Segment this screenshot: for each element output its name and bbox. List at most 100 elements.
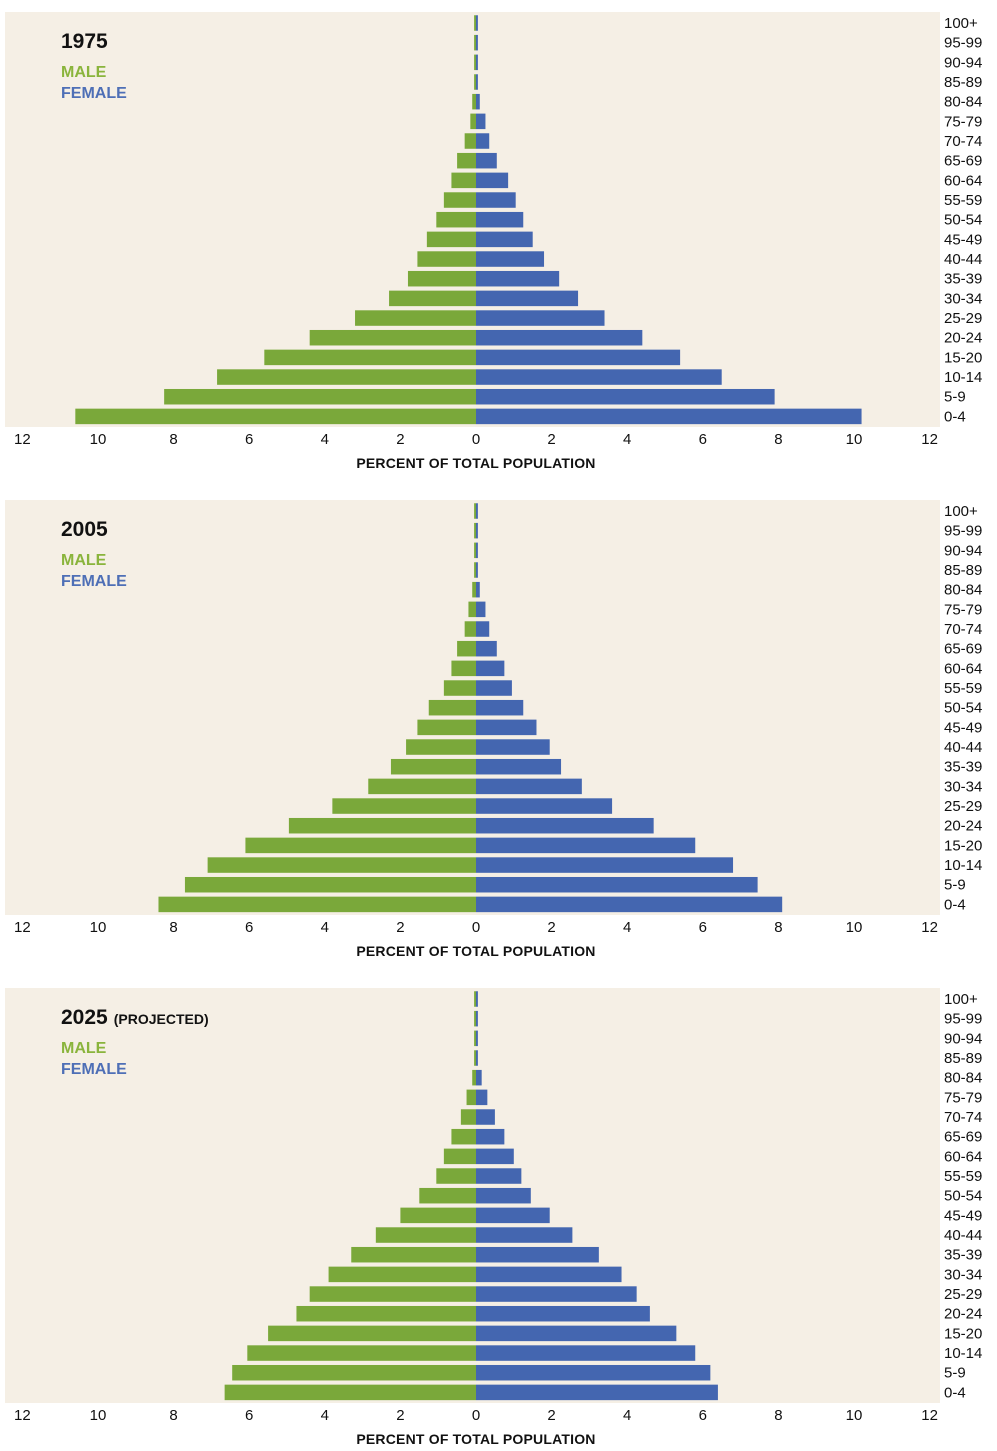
bar-female [476,1010,478,1027]
x-tick-label: 4 [623,1407,631,1424]
bar-male [474,1050,476,1066]
bar-female [476,1089,488,1106]
x-tick-label: 10 [846,919,863,936]
bar-male [351,1246,476,1263]
bar-female [476,270,560,287]
bar-male [464,133,476,149]
bar-female [476,503,478,519]
age-group-label: 5-9 [944,877,966,894]
bar-male [457,640,476,657]
bar-female [476,837,696,854]
x-tick-label: 12 [14,431,31,448]
bar-male [247,1345,476,1361]
bar-male [309,329,476,346]
bar-male [368,778,476,795]
bar-female [476,1325,677,1342]
age-group-label: 55-59 [944,680,982,697]
age-group-label: 15-20 [944,1325,982,1342]
bar-female [476,621,490,637]
age-group-label: 60-64 [944,172,982,189]
age-group-label: 45-49 [944,231,982,248]
bar-male [355,310,476,326]
chart-title-year: 2025 [61,1006,108,1029]
x-tick-label: 4 [321,1407,329,1424]
bar-female [476,172,509,189]
age-group-label: 0-4 [944,408,966,425]
age-group-label: 15-20 [944,349,982,366]
x-tick-label: 8 [774,919,782,936]
bar-male [264,349,476,366]
bar-female [476,739,550,755]
bar-female [476,369,722,385]
bar-male [457,152,476,169]
x-tick-label: 8 [774,1407,782,1424]
x-tick-label: 2 [396,919,404,936]
bar-female [476,1305,650,1322]
age-group-label: 5-9 [944,1365,966,1382]
bar-female [476,93,480,110]
bar-female [476,758,562,775]
bar-female [476,1069,482,1086]
x-tick-label: 8 [774,431,782,448]
age-group-label: 80-84 [944,582,982,599]
age-group-label: 20-24 [944,1306,982,1323]
bar-male [474,1010,476,1027]
bar-male [468,601,476,618]
bar-female [476,251,545,267]
chart-title: 2005 [61,518,114,542]
bar-male [389,290,476,307]
age-group-label: 20-24 [944,330,982,347]
pyramid-chart-1975: 100+ 95-99 90-94 85-89 80-84 75-79 70-74 65-69 6… [5,12,982,448]
x-tick-label: 12 [921,919,938,936]
age-group-label: 65-69 [944,641,982,658]
x-tick-label: 2 [547,431,555,448]
age-group-label: 70-74 [944,1109,982,1126]
bar-female [476,522,478,539]
bar-male [472,93,476,110]
age-group-label: 35-39 [944,759,982,776]
age-group-label: 0-4 [944,1384,966,1401]
age-group-label: 5-9 [944,389,966,406]
age-group-label: 85-89 [944,1050,982,1067]
bar-male [436,211,476,228]
x-tick-label: 10 [846,431,863,448]
age-group-label: 35-39 [944,271,982,288]
x-tick-label: 8 [169,431,177,448]
chart-title-year: 1975 [61,30,108,53]
bar-male [470,113,476,130]
age-group-label: 45-49 [944,719,982,736]
legend-female: FEMALE [61,573,127,590]
age-group-label: 10-14 [944,369,982,386]
bar-female [476,660,505,677]
bar-male [451,172,476,189]
bar-female [476,1050,478,1066]
age-group-label: 95-99 [944,523,982,540]
x-tick-label: 12 [921,431,938,448]
age-group-label: 60-64 [944,1148,982,1165]
bar-female [476,1168,522,1184]
bar-female [476,310,605,326]
bar-male [443,1148,476,1165]
pyramid-panel-2005: 100+ 95-99 90-94 85-89 80-84 75-79 70-74 65-69 6… [0,488,997,976]
age-group-label: 25-29 [944,310,982,327]
bar-female [476,1109,495,1125]
bar-female [476,388,775,405]
bar-male [443,680,476,696]
bar-male [474,1030,476,1047]
bar-male [417,251,476,267]
bar-female [476,1148,514,1165]
legend-female: FEMALE [61,85,127,102]
age-group-label: 75-79 [944,601,982,618]
x-tick-label: 2 [396,431,404,448]
bar-male [296,1305,476,1322]
x-tick-label: 2 [547,1407,555,1424]
age-group-label: 30-34 [944,778,982,795]
bar-female [476,290,579,307]
pyramid-panel-1975: 100+ 95-99 90-94 85-89 80-84 75-79 70-74 65-69 6… [0,0,997,488]
bar-female [476,1030,478,1047]
age-group-label: 10-14 [944,1345,982,1362]
age-group-label: 30-34 [944,290,982,307]
bar-male [375,1227,476,1243]
bar-male [443,192,476,208]
age-group-label: 65-69 [944,153,982,170]
